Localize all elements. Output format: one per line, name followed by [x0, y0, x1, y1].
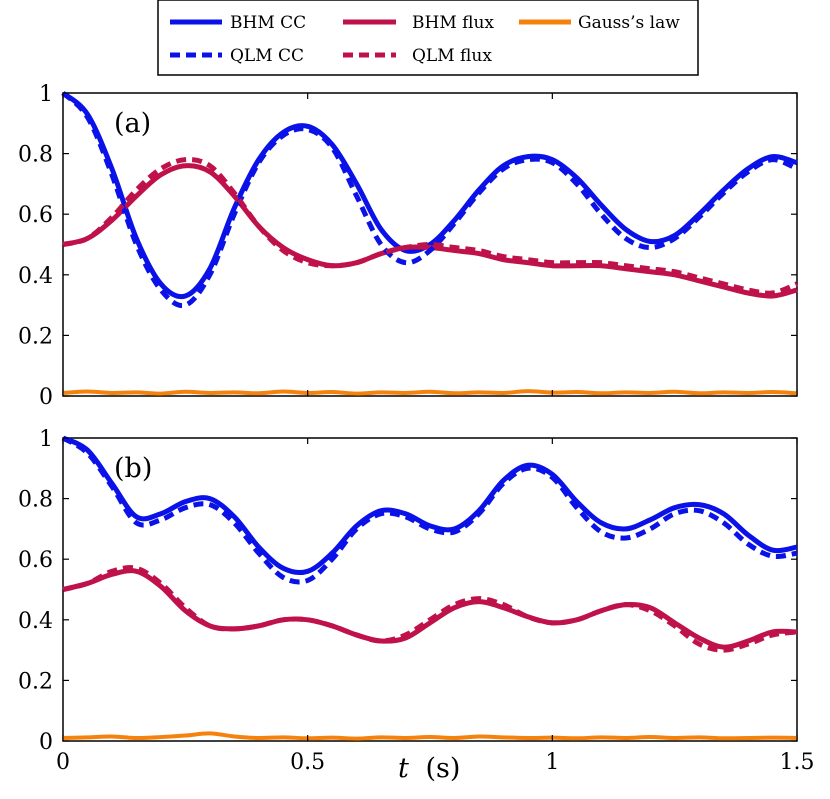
- legend-entry-qlm-cc: QLM CC: [170, 46, 304, 66]
- panel-b-series-gauss-s-law: [62, 731, 798, 741]
- x-tick-label: 1: [545, 750, 559, 775]
- panel-a-series: [61, 91, 799, 396]
- panel-b-frame: [62, 437, 798, 742]
- panel-b-series-bhm-cc: [61, 435, 798, 576]
- panel-b-series: [61, 435, 798, 741]
- panel-a-y-tick-label: 1: [39, 82, 53, 107]
- panel-b-label: (b): [114, 453, 152, 484]
- panel-a-label: (a): [114, 108, 151, 139]
- panel-a: 0 0.2 0.4 0.6 0.8 1 (a): [18, 82, 799, 410]
- panel-b: 0 0.2 0.4 0.6 0.8 1 (b): [18, 427, 798, 755]
- panel-b-y-tick-label: 0.2: [18, 669, 53, 694]
- x-tick-label: 1.5: [780, 750, 815, 775]
- x-axis-label: t (s): [398, 753, 460, 784]
- panel-b-series-qlm-flux: [62, 565, 798, 653]
- panel-b-y-tick-label: 0: [39, 730, 53, 755]
- panel-a-series-qlm-flux: [62, 157, 798, 296]
- legend-label-qlm-cc: QLM CC: [230, 46, 304, 66]
- panel-b-series-qlm-cc: [61, 435, 798, 585]
- panel-a-y-tick-label: 0: [39, 385, 53, 410]
- panel-a-series-qlm-cc: [61, 91, 799, 309]
- x-axis-label-symbol: t: [398, 753, 409, 784]
- panel-a-y-tick-label: 0.8: [18, 143, 53, 168]
- legend-label-gauss-law: Gauss’s law: [578, 13, 680, 33]
- x-axis-label-unit: (s): [425, 753, 460, 784]
- panel-b-ticks: 0 0.2 0.4 0.6 0.8 1: [18, 427, 798, 755]
- panel-a-y-tick-label: 0.6: [18, 203, 53, 228]
- x-tick-label: 0: [56, 750, 70, 775]
- legend-label-bhm-cc: BHM CC: [230, 13, 306, 33]
- panel-a-y-tick-label: 0.4: [18, 264, 53, 289]
- panel-a-y-tick-label: 0.2: [18, 324, 53, 349]
- legend-entry-gauss-law: Gauss’s law: [519, 13, 680, 33]
- x-tick-label: 0.5: [290, 750, 325, 775]
- legend-entry-qlm-flux: QLM flux: [343, 46, 492, 66]
- legend-label-bhm-flux: BHM flux: [412, 13, 494, 33]
- panel-b-y-tick-label: 1: [39, 427, 53, 452]
- panel-a-ticks: 0 0.2 0.4 0.6 0.8 1: [18, 82, 798, 410]
- panel-a-series-gauss-s-law: [62, 389, 798, 396]
- legend-entry-bhm-flux: BHM flux: [343, 13, 494, 33]
- legend-label-qlm-flux: QLM flux: [412, 46, 492, 66]
- x-tick-labels: 0 0.5 1 1.5: [56, 750, 815, 775]
- legend-entry-bhm-cc: BHM CC: [170, 13, 306, 33]
- panel-b-y-tick-label: 0.6: [18, 548, 53, 573]
- legend: BHM CC BHM flux Gauss’s law QLM CC QLM f…: [157, 0, 699, 76]
- legend-frame: [157, 0, 699, 76]
- panel-b-y-tick-label: 0.4: [18, 609, 53, 634]
- panel-b-y-tick-label: 0.8: [18, 488, 53, 513]
- panel-a-series-bhm-cc: [61, 91, 798, 300]
